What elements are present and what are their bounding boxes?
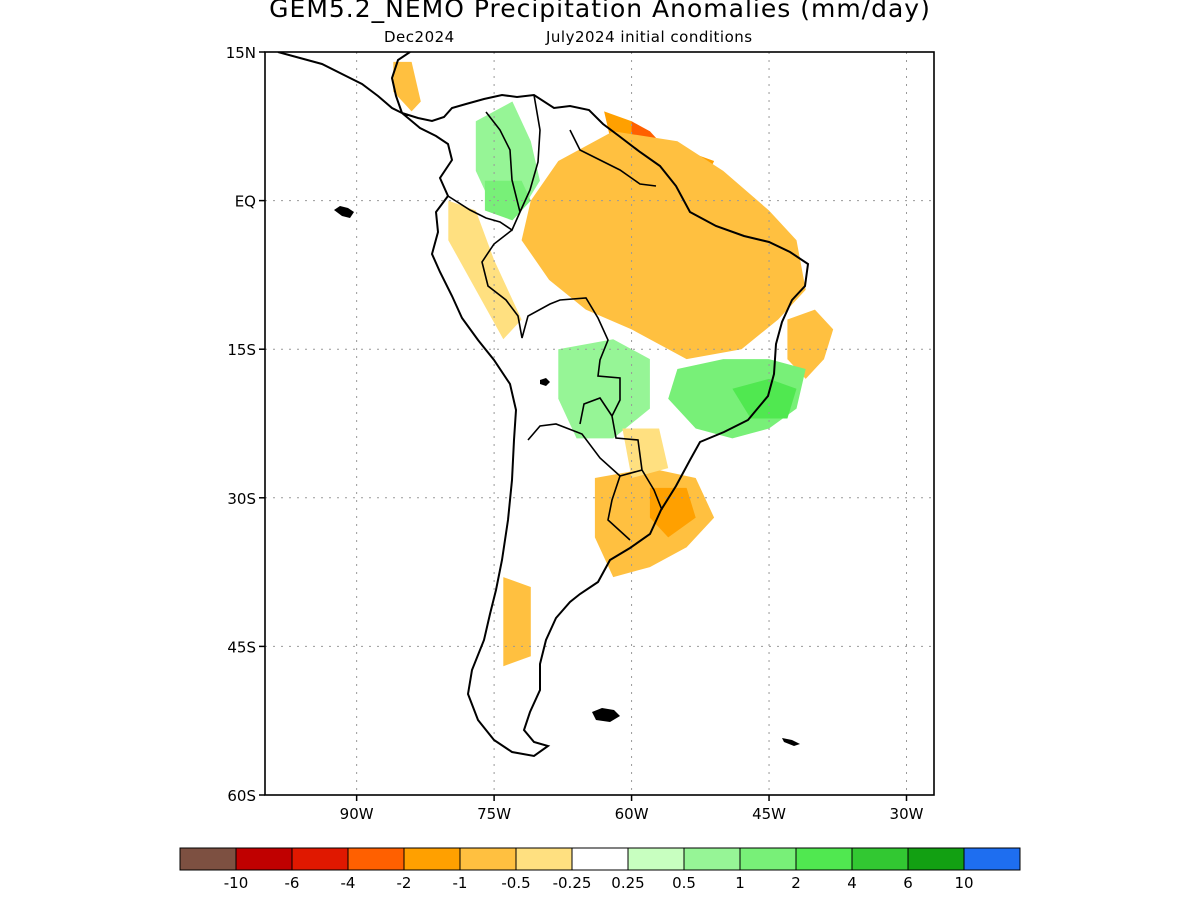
anomaly-region-amazon-margin (521, 131, 806, 360)
map-title: GEM5.2_NEMO Precipitation Anomalies (mm/… (269, 0, 931, 23)
anomaly-region-paraguay-dry (622, 428, 669, 478)
forecast-month-label: Dec2024 (384, 28, 455, 46)
south-america-coastline (401, 93, 810, 758)
colorbar-label: -6 (285, 874, 300, 892)
lon-tick-label: 60W (615, 805, 649, 823)
colorbar-swatch (683, 847, 741, 871)
colorbar-swatch (459, 847, 517, 871)
colorbar-label: 2 (791, 874, 801, 892)
south-georgia (782, 738, 800, 746)
colorbar-label: -10 (224, 874, 249, 892)
lake-titicaca (540, 378, 550, 386)
map-axes: 15N EQ 15S 30S 45S 60S 90W 75W 60W 45W 30W (226, 44, 924, 823)
colorbar-swatch (347, 847, 405, 871)
galapagos-islands (334, 206, 354, 218)
initial-conditions-label: July2024 initial conditions (546, 28, 753, 46)
colorbar-swatch (795, 847, 853, 871)
colorbar-label: 6 (903, 874, 913, 892)
lat-tick-label: 15N (226, 44, 256, 62)
colorbar-label: 10 (954, 874, 973, 892)
colorbar-label: -2 (397, 874, 412, 892)
coastlines (277, 52, 810, 758)
colorbar-label: -1 (453, 874, 468, 892)
colorbar-label: 0.5 (672, 874, 696, 892)
lon-tick-label: 90W (340, 805, 374, 823)
colorbar-swatch (291, 847, 349, 871)
anomaly-region-chile-south-dry (503, 577, 531, 667)
central-america-coastline (277, 52, 411, 114)
colorbar-swatch (907, 847, 965, 871)
colorbar-swatch (963, 847, 1021, 871)
colorbar-label: 4 (847, 874, 857, 892)
colorbar-swatch (851, 847, 909, 871)
anomaly-region-bolivia-wet (558, 339, 650, 439)
colorbar-swatch (627, 847, 685, 871)
anomaly-region-ecuador-dry (448, 200, 522, 340)
lat-tick-label: 45S (227, 638, 256, 656)
colorbar-swatch (571, 847, 629, 871)
country-borders (447, 94, 663, 541)
colorbar-label: -4 (341, 874, 356, 892)
anomaly-region-uruguay-core (649, 487, 696, 538)
colorbar-label: -0.5 (501, 874, 530, 892)
lat-tick-label: 30S (227, 490, 256, 508)
colorbar-swatch (403, 847, 461, 871)
map-frame (264, 51, 935, 796)
anomaly-region-brazil-wet (668, 359, 806, 439)
colorbar-swatch (739, 847, 797, 871)
lon-tick-label: 45W (752, 805, 786, 823)
colorbar-swatch (235, 847, 293, 871)
lat-tick-label: 15S (227, 341, 256, 359)
lat-tick-label: 60S (227, 787, 256, 805)
anomaly-region-nordeste-dry (787, 309, 834, 379)
colorbar-swatch (179, 847, 237, 871)
lat-tick-label: EQ (235, 193, 256, 211)
falkland-islands (592, 708, 620, 722)
colorbar-label: 0.25 (611, 874, 644, 892)
lon-tick-label: 75W (477, 805, 511, 823)
colorbar-swatch (515, 847, 573, 871)
colorbar-label: -0.25 (553, 874, 592, 892)
colorbar: -10 -6 -4 -2 -1 -0.5 -0.25 0.25 0.5 1 2 4 6 10 (179, 847, 1021, 892)
colorbar-label: 1 (735, 874, 745, 892)
anomaly-region-central-america-dry (393, 61, 421, 112)
lon-tick-label: 30W (890, 805, 924, 823)
